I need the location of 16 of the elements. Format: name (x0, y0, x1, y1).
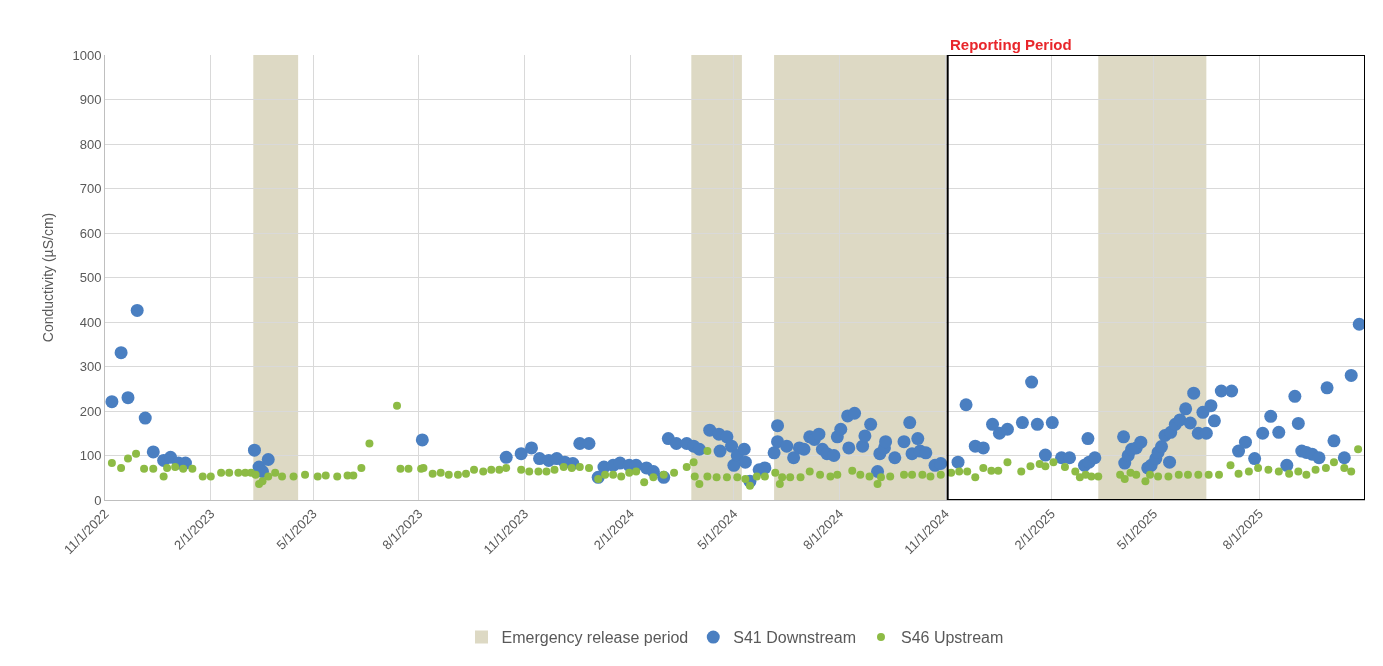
y-tick-label: 1000 (72, 47, 102, 63)
y-tick-label: 100 (79, 448, 102, 464)
y-tick-label: 800 (79, 136, 102, 152)
y-axis-title: Conductivity (µS/cm) (40, 212, 57, 343)
y-tick-label: 0 (94, 492, 102, 508)
legend-label: S41 Downstream (733, 629, 856, 647)
y-tick-label: 500 (79, 270, 102, 286)
y-tick-label: 200 (79, 403, 102, 419)
y-tick-label: 900 (79, 92, 102, 108)
y-tick-label: 400 (79, 314, 102, 330)
annotation: Reporting Period (950, 36, 1072, 53)
legend-label: Emergency release period (501, 629, 689, 647)
y-tick-label: 300 (79, 359, 102, 375)
y-tick-label: 600 (79, 225, 102, 241)
legend-label: S46 Upstream (900, 629, 1004, 647)
y-tick-label: 700 (79, 181, 102, 197)
